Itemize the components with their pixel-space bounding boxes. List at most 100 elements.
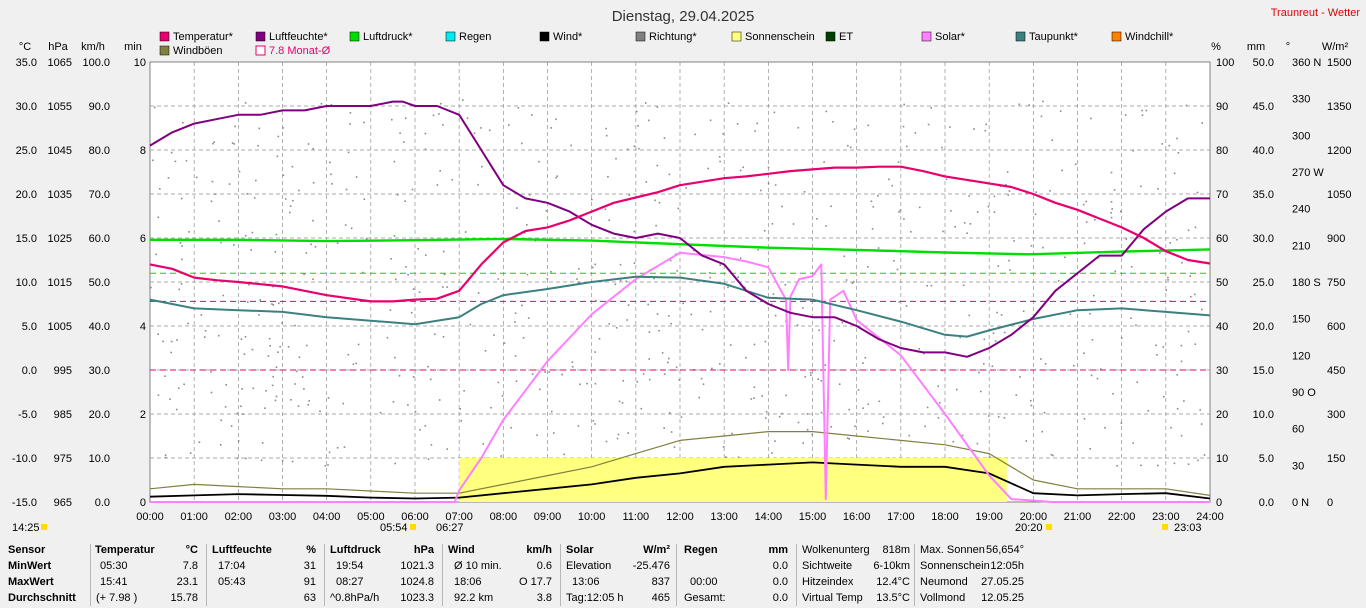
series-line [149, 100, 1210, 358]
direction-dot [862, 362, 864, 364]
direction-dot [867, 403, 870, 406]
direction-dot [386, 336, 389, 339]
direction-dot [1094, 218, 1096, 221]
direction-dot [753, 343, 756, 346]
wind-max-time: 18:06 [454, 576, 482, 588]
temperatur-header: Temperatur [95, 544, 155, 556]
direction-dot [327, 397, 330, 399]
direction-dot [362, 271, 364, 274]
direction-dot [963, 222, 966, 224]
direction-dot [571, 366, 574, 368]
direction-dot [838, 383, 841, 385]
direction-dot [514, 321, 516, 323]
direction-dot [1051, 139, 1053, 141]
direction-dot [692, 249, 695, 252]
temperatur-max: 23.1 [176, 576, 198, 588]
direction-dot [722, 133, 724, 135]
direction-dot [1163, 396, 1165, 398]
direction-dot [809, 372, 812, 374]
direction-dot [988, 415, 990, 417]
direction-dot [617, 433, 620, 436]
x-tick: 07:00 [445, 511, 473, 523]
direction-dot [663, 373, 666, 375]
direction-dot [771, 223, 774, 225]
direction-dot [484, 350, 487, 352]
direction-dot [905, 305, 908, 307]
luftdruck-unit: hPa [413, 544, 434, 556]
direction-dot [398, 375, 401, 377]
direction-dot [1190, 295, 1192, 298]
direction-dot [344, 224, 347, 226]
direction-dot [210, 371, 212, 373]
direction-dot [872, 206, 875, 208]
direction-dot [347, 353, 350, 356]
solar-elevation: -25.476 [632, 560, 670, 572]
direction-dot [1181, 261, 1183, 264]
direction-dot [680, 416, 683, 418]
direction-dot [275, 395, 278, 398]
direction-dot [320, 103, 323, 105]
direction-dot [234, 125, 236, 128]
direction-dot [619, 279, 622, 282]
direction-dot [1114, 270, 1117, 273]
direction-dot [658, 201, 661, 204]
x-tick: 10:00 [578, 511, 606, 523]
temperatur-max-time: 15:41 [100, 576, 128, 588]
direction-dot [1162, 346, 1165, 348]
direction-dot [595, 299, 597, 302]
direction-dot [640, 407, 643, 410]
direction-dot [244, 234, 247, 237]
direction-dot [994, 340, 997, 342]
direction-dot [616, 437, 619, 440]
legend-swatch [159, 31, 170, 42]
wind-max: O 17.7 [518, 576, 552, 588]
direction-dot [685, 187, 687, 189]
direction-dot [1015, 394, 1018, 396]
direction-dot [281, 322, 283, 324]
direction-dot [392, 401, 395, 403]
direction-dot [1083, 418, 1086, 420]
direction-dot [1157, 188, 1159, 190]
direction-dot [989, 456, 991, 458]
direction-dot [867, 124, 870, 127]
direction-dot [175, 408, 178, 411]
moonrise-label: 23:03 [1174, 522, 1202, 534]
direction-dot [1009, 269, 1011, 271]
direction-dot [295, 370, 298, 373]
direction-dot [857, 389, 860, 391]
wind-distance: 92.2 km [454, 592, 494, 604]
direction-dot [412, 288, 415, 290]
solar-elevation-label: Elevation [566, 560, 612, 572]
regen-total: 0.0 [772, 592, 788, 604]
direction-dot [1112, 393, 1114, 395]
sensor-header: Sensor [8, 544, 46, 556]
wind-unit: km/h [526, 544, 552, 556]
direction-dot [240, 338, 243, 340]
direction-dot [647, 303, 649, 306]
direction-dot [187, 322, 189, 325]
direction-dot [1173, 172, 1176, 175]
direction-dot [778, 415, 781, 418]
direction-dot [243, 353, 246, 355]
direction-dot [497, 381, 500, 384]
direction-dot [1197, 459, 1199, 462]
wind-tick: 100.0 [82, 57, 110, 69]
direction-dot [1085, 221, 1088, 223]
direction-dot [330, 103, 333, 106]
solar-tick: 1500 [1327, 57, 1351, 69]
direction-dot [802, 442, 804, 444]
legend-swatch [921, 31, 932, 42]
direction-dot [811, 433, 813, 436]
direction-dot [945, 178, 948, 180]
direction-dot [526, 273, 529, 276]
direction-dot [531, 373, 534, 375]
x-tick: 17:00 [887, 511, 915, 523]
direction-dot [867, 430, 869, 432]
direction-dot [217, 334, 220, 337]
direction-dot [1176, 238, 1178, 241]
direction-dot [796, 324, 799, 326]
legend-swatch [635, 31, 646, 42]
direction-tick: 90 O [1292, 387, 1316, 399]
direction-dot [204, 336, 206, 338]
direction-dot [1157, 464, 1159, 467]
